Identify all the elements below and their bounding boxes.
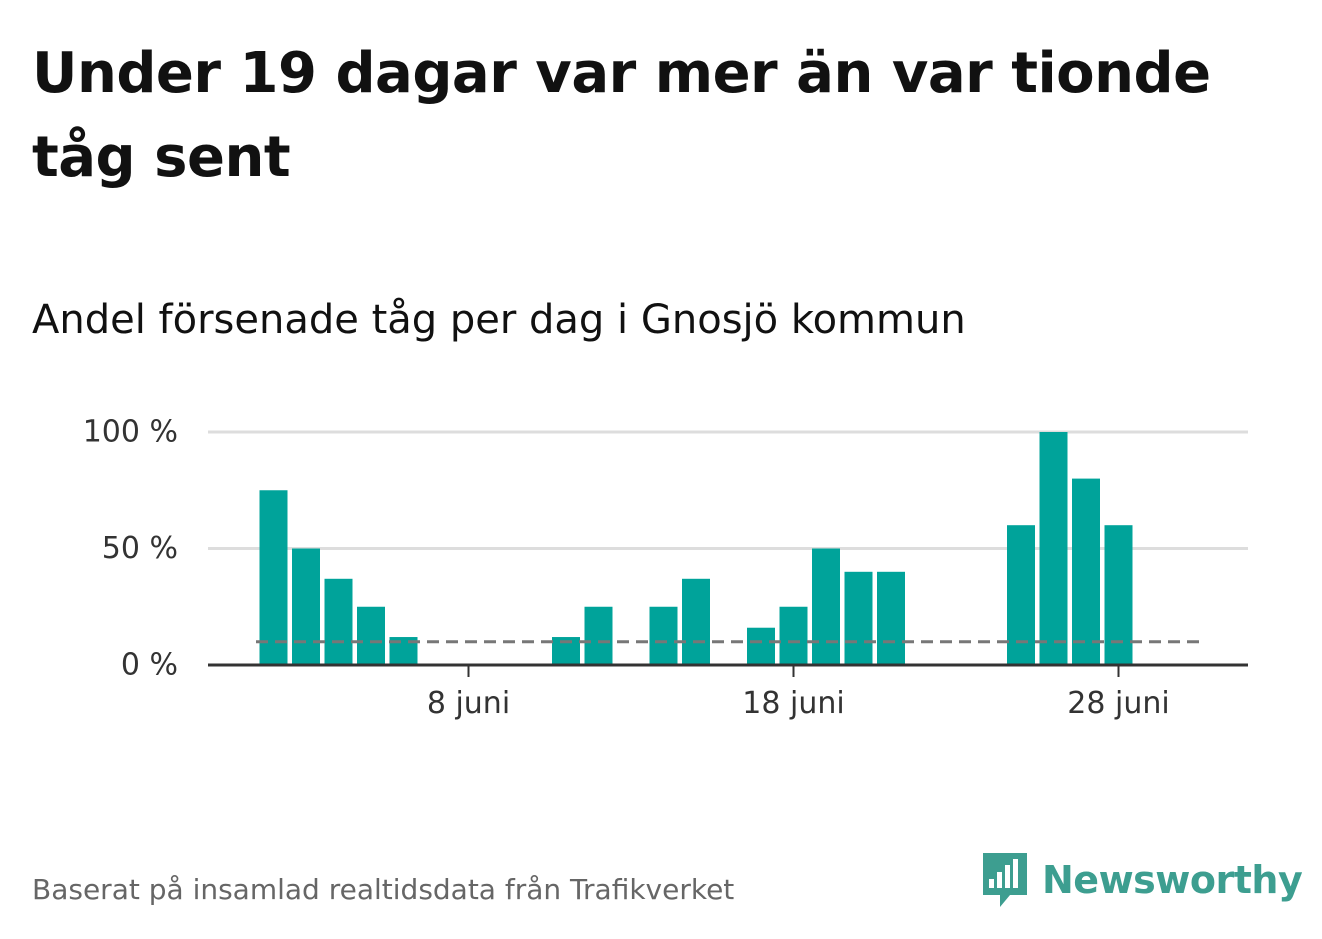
chart-subtitle: Andel försenade tåg per dag i Gnosjö kom… xyxy=(32,297,966,343)
bar xyxy=(877,571,905,665)
bar xyxy=(324,578,353,665)
bar xyxy=(357,606,385,665)
brand-name: Newsworthy xyxy=(1042,858,1303,902)
chart-title: Under 19 dagar var mer än var tionde tåg… xyxy=(32,41,1211,190)
bar xyxy=(1039,432,1068,665)
y-axis-labels: 0 % 50 % 100 % xyxy=(83,415,178,683)
bars xyxy=(259,432,1133,665)
bar xyxy=(259,490,288,665)
y-tick-label: 0 % xyxy=(121,648,178,683)
bar xyxy=(1072,478,1100,665)
bar xyxy=(844,571,873,665)
y-tick-label: 100 % xyxy=(83,415,178,450)
bar xyxy=(812,548,840,665)
bar xyxy=(649,606,678,665)
x-axis xyxy=(208,663,1248,677)
bar xyxy=(292,548,320,665)
y-tick-label: 50 % xyxy=(102,531,178,566)
bar xyxy=(1104,525,1133,665)
newsworthy-logo[interactable]: Newsworthy xyxy=(980,850,1303,910)
bar xyxy=(747,627,775,665)
bar xyxy=(779,606,808,665)
x-tick-label: 8 juni xyxy=(427,686,510,721)
x-tick-label: 28 juni xyxy=(1067,686,1169,721)
source-note: Baserat på insamlad realtidsdata från Tr… xyxy=(32,873,735,906)
x-tick-label: 18 juni xyxy=(742,686,844,721)
x-axis-labels: 8 juni 18 juni 28 juni xyxy=(427,686,1170,721)
bar xyxy=(682,578,710,665)
bar xyxy=(584,606,613,665)
bar-chart-icon xyxy=(983,853,1027,907)
bar xyxy=(1007,525,1035,665)
